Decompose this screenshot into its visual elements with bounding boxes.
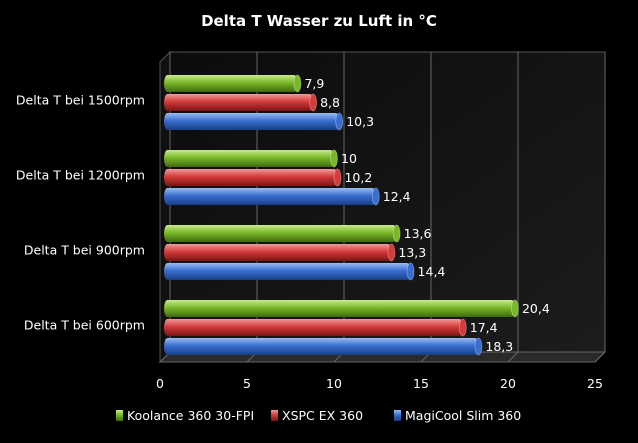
data-label: 8,8	[320, 95, 340, 110]
bar-cap	[406, 262, 415, 281]
x-tick-label: 5	[243, 376, 251, 391]
bar-body	[164, 169, 338, 186]
category-label: Delta T bei 900rpm	[24, 243, 145, 258]
category-label: Delta T bei 1500rpm	[16, 93, 145, 108]
bar	[164, 149, 338, 168]
bar-body	[164, 94, 314, 111]
x-tick-label: 10	[326, 376, 342, 391]
legend-item: Koolance 360 30-FPI	[116, 408, 254, 423]
bar-body	[164, 244, 392, 261]
category-label: Delta T bei 600rpm	[24, 318, 145, 333]
bar-cap	[458, 318, 467, 337]
bar	[164, 243, 396, 262]
x-tick-label: 20	[500, 376, 516, 391]
bar	[164, 262, 415, 281]
bar	[164, 299, 519, 318]
bar-cap	[309, 93, 318, 112]
data-label: 10,2	[344, 170, 372, 185]
bar-cap	[474, 337, 483, 356]
x-tick-label: 0	[156, 376, 164, 391]
grid-line-floor	[594, 351, 606, 363]
bar	[164, 112, 344, 131]
legend-label: XSPC EX 360	[282, 408, 363, 423]
bar-cap	[333, 168, 342, 187]
legend-label: Koolance 360 30-FPI	[127, 408, 254, 423]
data-label: 20,4	[522, 301, 550, 316]
bar-body	[164, 300, 515, 317]
data-label: 10	[341, 151, 357, 166]
bar-cap	[387, 243, 396, 262]
bar-body	[164, 75, 298, 92]
bar	[164, 187, 380, 206]
bar-cap	[335, 112, 344, 131]
legend-swatch	[271, 410, 278, 421]
bar-body	[164, 150, 334, 167]
category-label: Delta T bei 1200rpm	[16, 168, 145, 183]
bar-body	[164, 338, 479, 355]
data-label: 13,3	[398, 245, 426, 260]
bar	[164, 224, 401, 243]
bar-body	[164, 319, 463, 336]
legend-swatch	[116, 410, 123, 421]
bar-cap	[511, 299, 519, 318]
bar	[164, 74, 302, 93]
x-tick-label: 25	[587, 376, 603, 391]
data-label: 14,4	[418, 264, 446, 279]
data-label: 18,3	[485, 339, 513, 354]
bar-body	[164, 113, 340, 130]
legend-swatch	[394, 410, 401, 421]
chart-title: Delta T Wasser zu Luft in °C	[201, 12, 437, 30]
legend-item: MagiCool Slim 360	[394, 408, 521, 423]
bar-cap	[330, 149, 338, 168]
bar	[164, 337, 483, 356]
legend-label: MagiCool Slim 360	[405, 408, 521, 423]
bar	[164, 168, 342, 187]
bar	[164, 93, 318, 112]
bar-cap	[371, 187, 380, 206]
bar-body	[164, 188, 376, 205]
data-label: 17,4	[470, 320, 498, 335]
bar-cap	[293, 74, 302, 93]
x-tick-label: 15	[413, 376, 429, 391]
data-label: 12,4	[383, 189, 411, 204]
bar-cap	[392, 224, 401, 243]
legend-item: XSPC EX 360	[271, 408, 363, 423]
grid-line-floor	[507, 351, 519, 363]
data-label: 13,6	[404, 226, 432, 241]
bar-body	[164, 263, 411, 280]
bar-body	[164, 225, 397, 242]
bar	[164, 318, 467, 337]
data-label: 10,3	[346, 114, 374, 129]
data-label: 7,9	[304, 76, 324, 91]
